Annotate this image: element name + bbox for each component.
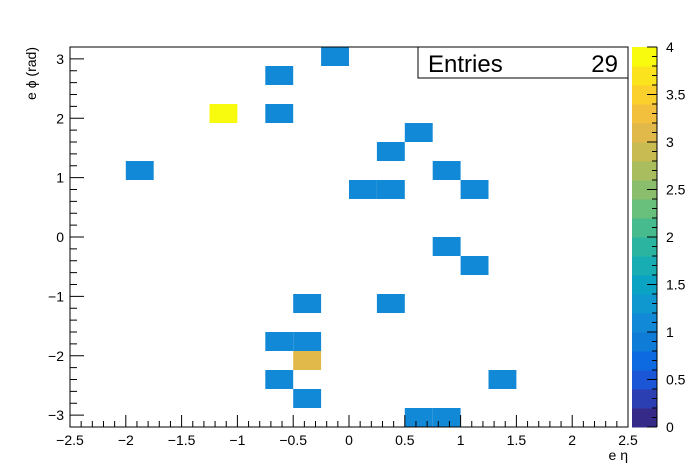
x-axis: −2.5 −2 −1.5 −1 −0.5 0 0.5 1 1.5 2 2.5 <box>56 415 638 448</box>
heatmap-cell <box>209 104 238 123</box>
palette-swatch <box>632 275 657 295</box>
palette-swatch <box>632 256 657 276</box>
heatmap-cell <box>488 370 517 389</box>
palette-swatch <box>632 104 657 124</box>
heatmap-cell <box>265 332 294 351</box>
palette-swatch <box>632 180 657 200</box>
heatmap-cell <box>321 47 349 66</box>
y-tick-label: −1 <box>48 288 64 304</box>
x-tick-label: −1.5 <box>168 432 196 448</box>
x-tick-label: 0 <box>345 432 353 448</box>
heatmap-cell <box>265 104 294 123</box>
heatmap-cell <box>293 351 322 370</box>
palette-swatch <box>632 389 657 409</box>
heatmap-cell <box>293 332 322 351</box>
y-tick-label: 2 <box>56 110 64 126</box>
x-tick-label: 2.5 <box>618 432 638 448</box>
y-axis: −3 −2 −1 0 1 2 3 <box>48 46 84 428</box>
palette-swatch <box>632 294 657 314</box>
palette-swatch <box>632 142 657 162</box>
palette-swatch <box>632 408 657 428</box>
y-axis-title: e ϕ (rad) <box>23 47 39 100</box>
palette-swatch <box>632 47 657 67</box>
palette-tick-label: 2 <box>666 229 674 245</box>
heatmap-cell <box>432 161 461 180</box>
palette-tick-label: 1.5 <box>666 277 686 293</box>
x-tick-label: 2 <box>568 432 576 448</box>
x-tick-label: −0.5 <box>279 432 307 448</box>
heatmap-cell <box>460 256 489 275</box>
palette-swatch <box>632 332 657 352</box>
palette-swatch <box>632 123 657 143</box>
heatmap-cell <box>376 142 405 161</box>
stats-entries-value: 29 <box>591 51 618 78</box>
palette-swatch <box>632 370 657 390</box>
stats-box: Entries 29 <box>417 46 629 79</box>
x-tick-label: −2.5 <box>56 432 84 448</box>
palette-tick-label: 3 <box>666 134 674 150</box>
y-tick-label: 0 <box>56 229 64 245</box>
x-tick-label: −1 <box>229 432 245 448</box>
palette-tick-label: 0.5 <box>666 372 686 388</box>
palette-swatch <box>632 161 657 181</box>
y-tick-label: 1 <box>56 170 64 186</box>
palette-tick-label: 2.5 <box>666 182 686 198</box>
palette-tick-label: 3.5 <box>666 87 686 103</box>
heatmap-cell <box>432 408 461 427</box>
heatmap-cell <box>349 180 377 199</box>
heatmap-cell <box>404 408 433 427</box>
heatmap-cell <box>432 237 461 256</box>
x-tick-label: 0.5 <box>395 432 415 448</box>
y-tick-label: 3 <box>56 51 64 67</box>
palette-swatch <box>632 313 657 333</box>
palette-tick-label: 1 <box>666 324 674 340</box>
heatmap-cell <box>376 294 405 313</box>
heatmap-cell <box>404 123 433 142</box>
heatmap-cell <box>265 370 294 389</box>
palette-swatch <box>632 237 657 257</box>
palette-swatch <box>632 199 657 219</box>
x-tick-label: −2 <box>118 432 134 448</box>
heatmap-cell <box>293 389 322 408</box>
palette-swatch <box>632 218 657 238</box>
heatmap-cell <box>376 180 405 199</box>
x-tick-label: 1.5 <box>507 432 527 448</box>
heatmap-cell <box>125 161 154 180</box>
y-tick-label: −2 <box>48 348 64 364</box>
heatmap-cells <box>125 47 517 427</box>
heatmap-cell <box>265 66 294 85</box>
heatmap-cell <box>293 294 322 313</box>
x-axis-title: e η <box>609 447 628 463</box>
palette-tick-label: 4 <box>666 39 674 55</box>
color-palette: 0 0.5 1 1.5 2 2.5 3 3.5 4 <box>632 39 686 435</box>
palette-swatch <box>632 351 657 371</box>
x-tick-label: 1 <box>457 432 465 448</box>
palette-swatch <box>632 85 657 105</box>
y-tick-label: −3 <box>48 407 64 423</box>
stats-entries-label: Entries <box>428 51 503 78</box>
palette-tick-label: 0 <box>666 419 674 435</box>
heatmap-cell <box>460 180 489 199</box>
palette-swatch <box>632 66 657 86</box>
